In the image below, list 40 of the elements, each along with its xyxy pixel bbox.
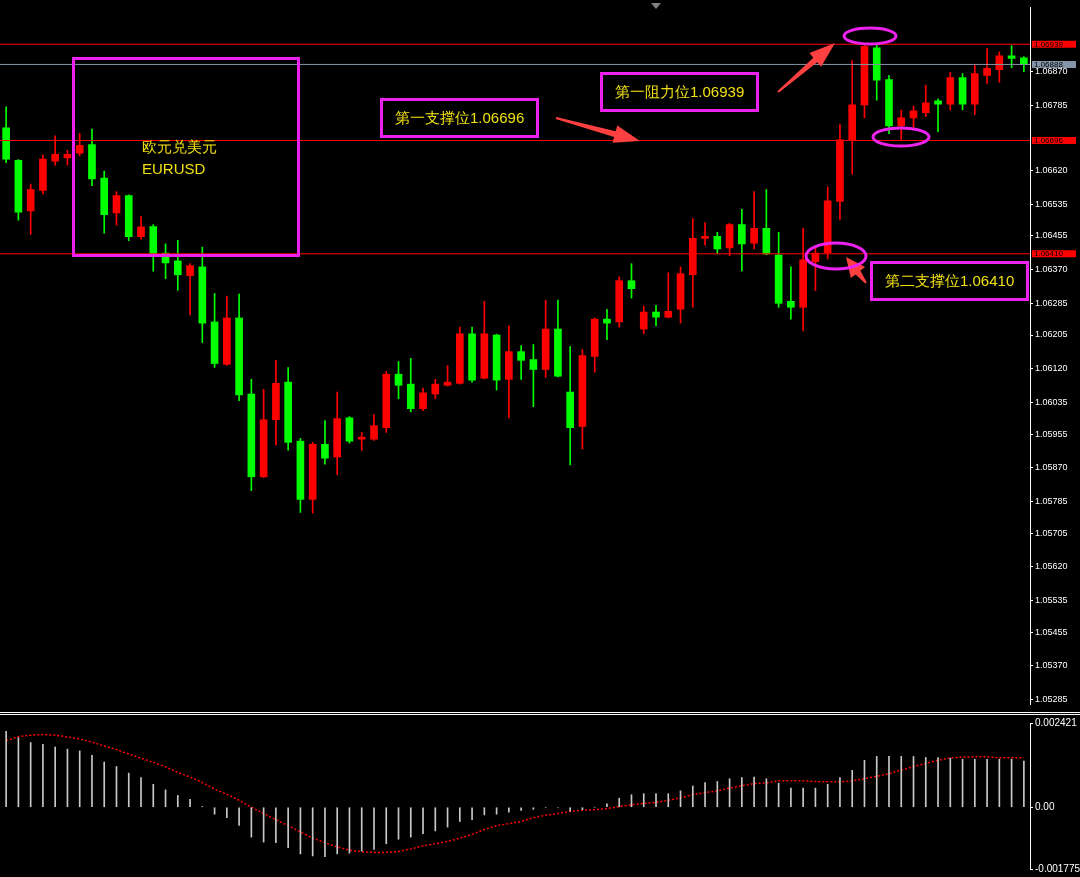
annotation: 第一阻力位1.06939: [600, 72, 760, 113]
y-tick-label: 1.05620: [1035, 561, 1068, 572]
candlestick: [983, 48, 991, 84]
line-series: [5, 733, 1025, 854]
annotation: EURUSD: [142, 160, 206, 177]
y-tick-label: -0.001775: [1035, 862, 1080, 874]
y-tick-label: 1.05785: [1035, 495, 1068, 506]
y-tick-label: 1.05870: [1035, 462, 1068, 473]
y-tick-label: 1.06370: [1035, 264, 1068, 275]
candlestick: [603, 308, 611, 341]
y-tick-label: 1.05285: [1035, 693, 1068, 704]
annotation: 第一支撑位1.06696: [380, 97, 540, 138]
annotation: 欧元兑美元: [142, 138, 217, 157]
y-tick-label: 1.06535: [1035, 198, 1068, 209]
y-tick-label: 1.06035: [1035, 396, 1068, 407]
y-tick-label: 0.00: [1035, 800, 1055, 812]
title-frame: 欧元兑美元 EURUSD: [72, 57, 300, 257]
y-tick-label: 1.05705: [1035, 527, 1068, 538]
y-tick-label: 0.002421: [1035, 716, 1078, 728]
y-tick-label: 1.06120: [1035, 363, 1068, 374]
candlestick: [186, 263, 194, 316]
y-tick-label: 1.06455: [1035, 230, 1068, 241]
y-tick-label: 1.05455: [1035, 626, 1068, 637]
y-tick-label: 1.06620: [1035, 165, 1068, 176]
candlestick: [664, 272, 673, 319]
candlestick: [750, 191, 758, 250]
y-tick-label: 1.06205: [1035, 329, 1068, 340]
y-tick-label: 1.05955: [1035, 428, 1068, 439]
y-tick-label: 1.06785: [1035, 99, 1068, 110]
ref-line-label: 1.06410: [1034, 249, 1064, 259]
y-tick-label: 1.05370: [1035, 660, 1068, 671]
y-tick-label: 1.06870: [1035, 66, 1068, 77]
candlestick: [357, 432, 366, 451]
y-tick-label: 1.06285: [1035, 297, 1068, 308]
ref-line-label: 1.06696: [1034, 136, 1064, 146]
annotation: 第二支撑位1.06410: [870, 260, 1030, 301]
candlestick: [701, 222, 709, 246]
candlestick: [787, 266, 795, 320]
ref-line-label: 1.06939: [1034, 39, 1064, 49]
y-tick-label: 1.05535: [1035, 594, 1068, 605]
